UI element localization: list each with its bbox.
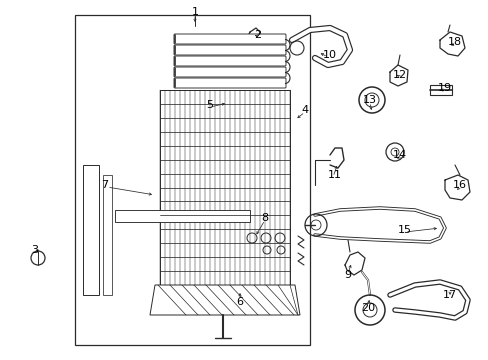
Text: 1: 1 [191, 7, 198, 17]
Text: 7: 7 [101, 180, 108, 190]
Text: 18: 18 [447, 37, 461, 47]
Text: 14: 14 [392, 150, 406, 160]
Text: 10: 10 [323, 50, 336, 60]
FancyBboxPatch shape [174, 56, 285, 66]
Bar [103, 175, 112, 295]
Polygon shape [150, 285, 299, 315]
Text: 13: 13 [362, 95, 376, 105]
Text: 19: 19 [437, 83, 451, 93]
FancyBboxPatch shape [174, 34, 285, 44]
Text: 16: 16 [452, 180, 466, 190]
FancyBboxPatch shape [174, 78, 285, 88]
FancyBboxPatch shape [174, 45, 285, 55]
Text: 5: 5 [206, 100, 213, 110]
Bar [83, 165, 99, 295]
Text: 15: 15 [397, 225, 411, 235]
Text: 4: 4 [301, 105, 308, 115]
Text: 12: 12 [392, 70, 406, 80]
Bar [75, 15, 309, 345]
Text: 17: 17 [442, 290, 456, 300]
Bar [115, 210, 249, 222]
Text: 3: 3 [31, 245, 39, 255]
Bar [160, 90, 289, 285]
FancyBboxPatch shape [174, 67, 285, 77]
Text: 20: 20 [360, 303, 374, 313]
Bar [429, 85, 451, 95]
Text: 8: 8 [261, 213, 268, 223]
Text: 11: 11 [327, 170, 341, 180]
Text: 6: 6 [236, 297, 243, 307]
Text: 2: 2 [254, 30, 261, 40]
Text: 9: 9 [344, 270, 351, 280]
